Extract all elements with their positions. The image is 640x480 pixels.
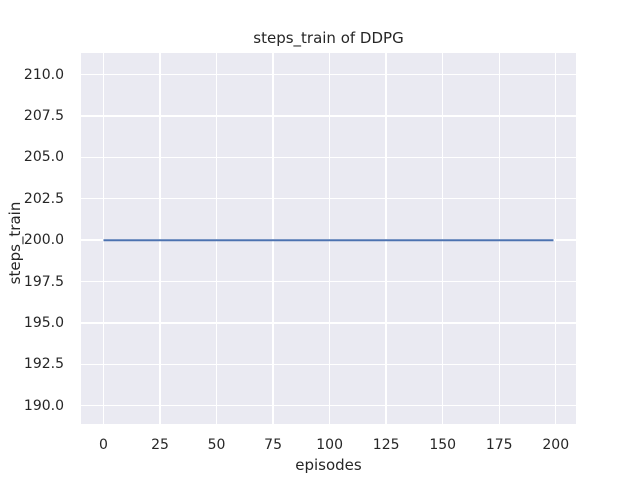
x-gridline [272, 53, 274, 424]
x-gridline [441, 53, 444, 424]
x-tick-label: 200 [542, 437, 570, 453]
y-gridline [81, 280, 576, 283]
x-gridline [498, 53, 500, 424]
x-tick-label: 125 [372, 437, 400, 453]
x-gridline [385, 53, 387, 424]
y-gridline [81, 73, 576, 76]
y-gridline [81, 156, 576, 159]
y-tick-label: 202.5 [23, 190, 64, 207]
x-gridline [102, 53, 105, 424]
x-tick-label: 0 [99, 437, 108, 453]
y-gridline [81, 363, 576, 366]
x-gridline [215, 53, 218, 424]
x-gridline [328, 53, 331, 424]
y-gridline [81, 115, 576, 117]
y-tick-label: 207.5 [23, 107, 64, 124]
y-tick-label: 192.5 [23, 356, 64, 373]
line-series-svg [103, 239, 554, 242]
x-tick-label: 25 [151, 437, 169, 453]
x-tick-label: 150 [429, 437, 457, 453]
y-tick-label: 200.0 [23, 232, 64, 249]
x-tick-label: 50 [207, 437, 226, 453]
y-tick-label: 210.0 [23, 66, 64, 83]
y-tick-label: 195.0 [23, 314, 64, 331]
plot-area [81, 53, 576, 424]
y-gridline [81, 198, 576, 200]
chart-title: steps_train of DDPG [253, 29, 404, 47]
y-tick-label: 190.0 [23, 397, 64, 414]
x-gridline [555, 53, 557, 424]
y-gridline [81, 322, 576, 324]
x-axis-label: episodes [295, 456, 362, 474]
x-tick-label: 75 [264, 437, 282, 453]
y-tick-label: 205.0 [23, 149, 64, 166]
y-tick-label: 197.5 [23, 273, 64, 290]
x-tick-label: 175 [485, 437, 513, 453]
x-gridline [159, 53, 161, 424]
x-tick-label: 100 [316, 437, 343, 453]
y-gridline [81, 405, 576, 407]
